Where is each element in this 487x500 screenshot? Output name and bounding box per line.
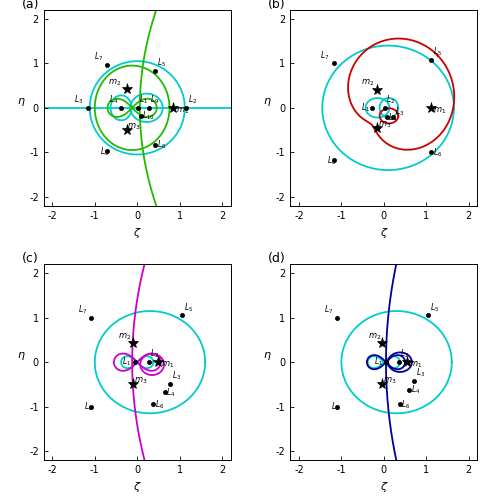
Text: $m_1$: $m_1$ — [432, 106, 446, 116]
Text: $m_2$: $m_2$ — [118, 331, 131, 342]
Text: $L_{5}$: $L_{5}$ — [433, 46, 442, 58]
Text: $L_{1}$: $L_{1}$ — [122, 356, 131, 368]
Text: $L_{6}$: $L_{6}$ — [155, 398, 164, 410]
Text: (a): (a) — [21, 0, 39, 11]
X-axis label: $\zeta$: $\zeta$ — [379, 480, 388, 494]
Text: $L_{6}$: $L_{6}$ — [157, 138, 166, 151]
Text: $L_{5}$: $L_{5}$ — [184, 301, 193, 314]
Text: $L_{7}$: $L_{7}$ — [324, 304, 334, 316]
Text: $m_1$: $m_1$ — [176, 106, 189, 116]
X-axis label: $\zeta$: $\zeta$ — [133, 480, 142, 494]
Text: $L_{9}$: $L_{9}$ — [150, 94, 160, 106]
Text: $L_{6}$: $L_{6}$ — [433, 146, 443, 159]
Y-axis label: $\eta$: $\eta$ — [263, 350, 272, 362]
Text: $m_2$: $m_2$ — [108, 78, 121, 88]
Text: $m_2$: $m_2$ — [361, 78, 375, 88]
Text: $L_{7}$: $L_{7}$ — [78, 304, 87, 316]
Y-axis label: $\eta$: $\eta$ — [263, 96, 272, 108]
Text: $m_1$: $m_1$ — [161, 360, 174, 370]
Text: (d): (d) — [268, 252, 286, 266]
Text: $m_2$: $m_2$ — [368, 331, 381, 342]
X-axis label: $\zeta$: $\zeta$ — [379, 226, 388, 240]
Text: $L_{1}$: $L_{1}$ — [139, 94, 148, 106]
Text: $L_{6}$: $L_{6}$ — [401, 398, 411, 410]
Text: $m_3$: $m_3$ — [383, 375, 397, 386]
Text: $L_{4}$: $L_{4}$ — [388, 112, 397, 124]
Y-axis label: $\eta$: $\eta$ — [17, 96, 25, 108]
Text: $L_{4}$: $L_{4}$ — [109, 94, 118, 106]
X-axis label: $\zeta$: $\zeta$ — [133, 226, 142, 240]
Text: $m_3$: $m_3$ — [134, 375, 147, 386]
Text: $m_3$: $m_3$ — [127, 122, 140, 132]
Text: $L_{2}$: $L_{2}$ — [386, 94, 394, 106]
Text: $L_{4}$: $L_{4}$ — [166, 386, 175, 398]
Text: $L_{8}$: $L_{8}$ — [84, 400, 94, 413]
Text: (c): (c) — [21, 252, 38, 266]
Y-axis label: $\eta$: $\eta$ — [17, 350, 25, 362]
Text: $L_{3}$: $L_{3}$ — [416, 366, 425, 379]
Text: $L_{3}$: $L_{3}$ — [172, 369, 181, 382]
Text: $L_{7}$: $L_{7}$ — [94, 50, 103, 63]
Text: $L_{3}$: $L_{3}$ — [74, 93, 83, 106]
Text: $L_{{10}}$: $L_{{10}}$ — [142, 110, 155, 122]
Text: $L_{3}$: $L_{3}$ — [395, 106, 404, 118]
Text: $L_{2}$: $L_{2}$ — [150, 348, 160, 360]
Text: $L_{7}$: $L_{7}$ — [320, 49, 329, 62]
Text: $L_{5}$: $L_{5}$ — [157, 56, 166, 69]
Text: $L_{4}$: $L_{4}$ — [411, 384, 420, 396]
Text: $L_{8}$: $L_{8}$ — [100, 145, 110, 158]
Text: $m_1$: $m_1$ — [410, 360, 423, 370]
Text: $L_{2}$: $L_{2}$ — [400, 348, 409, 360]
Text: $L_{8}$: $L_{8}$ — [331, 400, 340, 413]
Text: (b): (b) — [268, 0, 286, 11]
Text: $L_{1}$: $L_{1}$ — [361, 102, 371, 114]
Text: $L_{5}$: $L_{5}$ — [430, 301, 439, 314]
Text: $m_3$: $m_3$ — [378, 120, 392, 130]
Text: $L_{1}$: $L_{1}$ — [374, 356, 383, 368]
Text: $L_{8}$: $L_{8}$ — [327, 154, 337, 167]
Text: $L_{2}$: $L_{2}$ — [188, 94, 197, 106]
